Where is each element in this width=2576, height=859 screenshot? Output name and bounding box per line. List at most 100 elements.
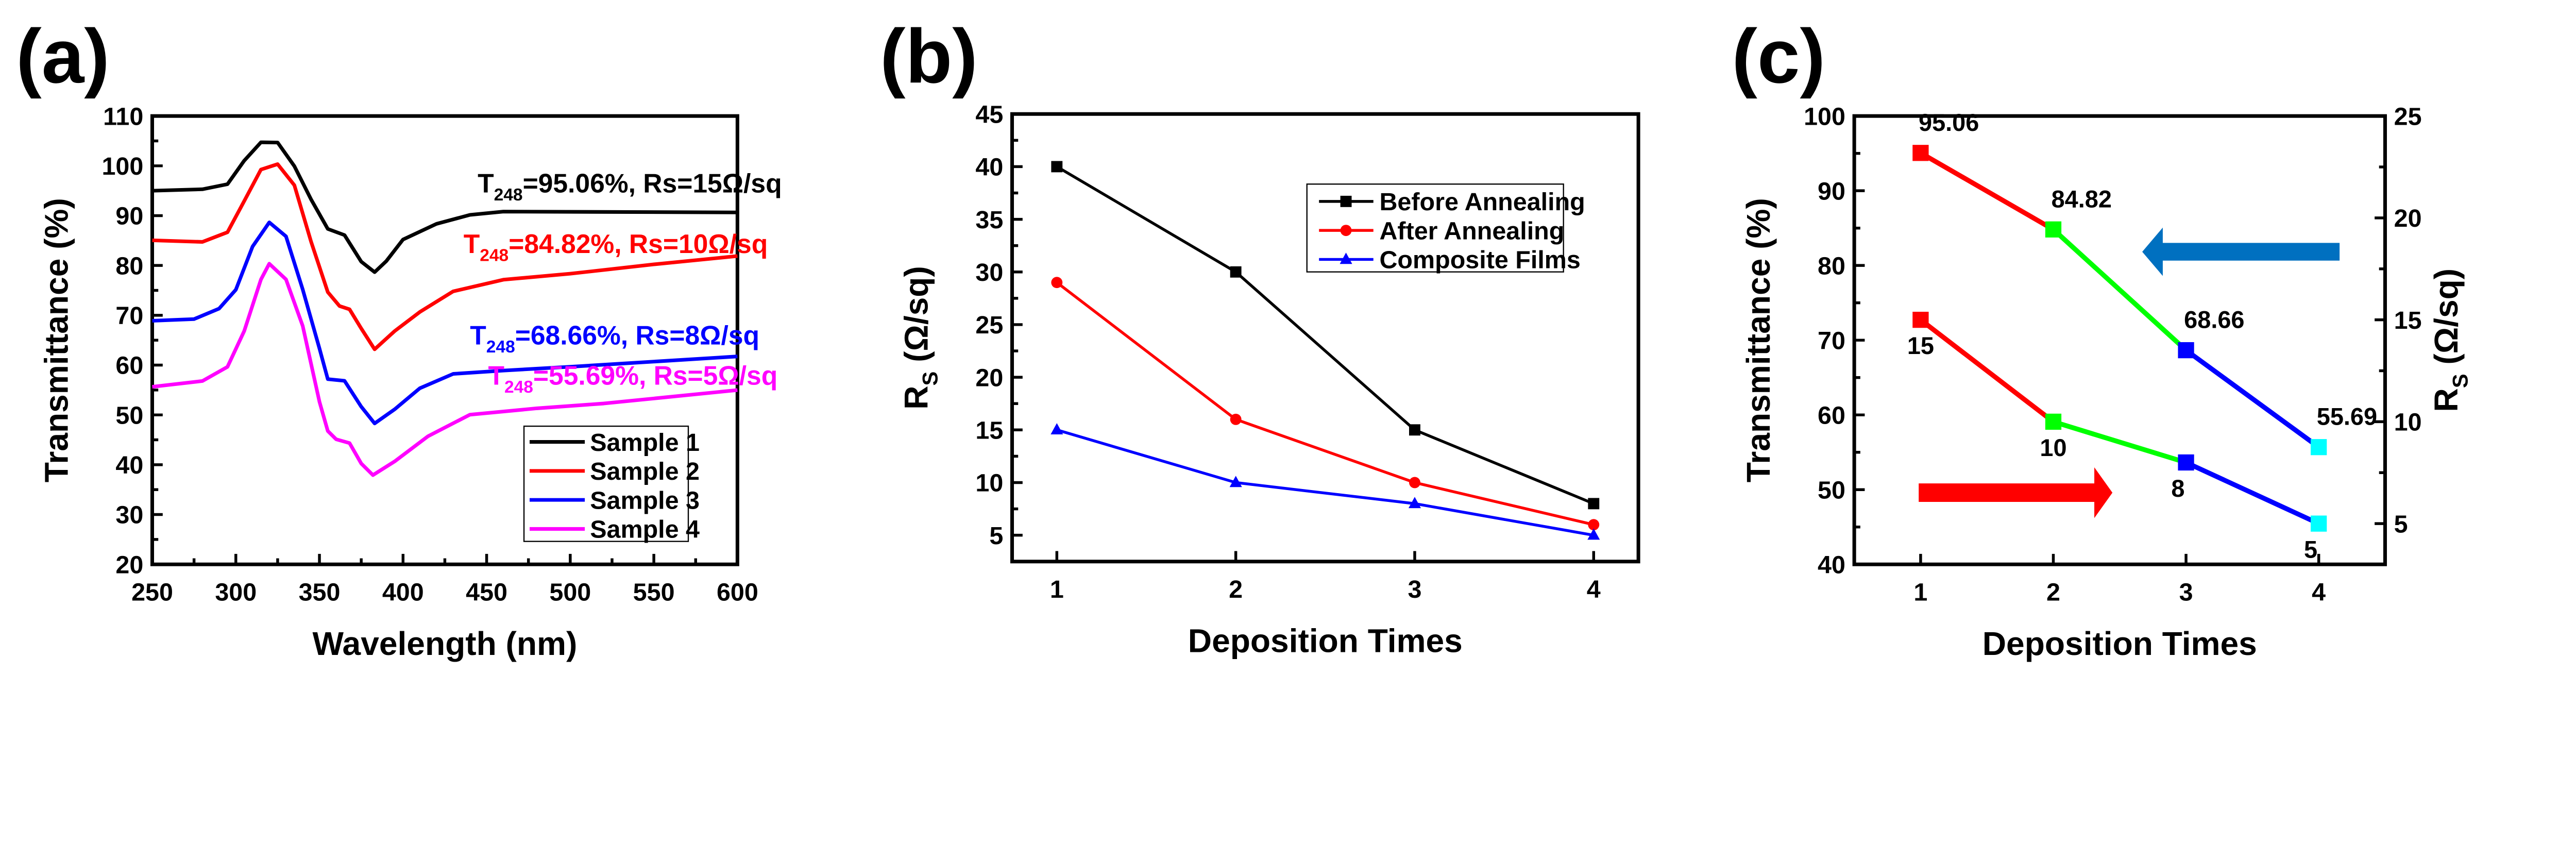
series-line-before-annealing xyxy=(1056,165,1595,505)
annotation-sample-2: T248=84.82%, Rs=10Ω/sq xyxy=(464,229,768,265)
x-tick-label: 4 xyxy=(2312,579,2326,607)
legend-box xyxy=(523,425,689,542)
data-point-circle xyxy=(1409,477,1420,489)
legend-marker-square xyxy=(1340,195,1352,207)
x-axis-title: Deposition Times xyxy=(1982,625,2257,662)
y-right-tick-label: 25 xyxy=(2394,103,2422,130)
y-tick-label: 5 xyxy=(989,522,1003,550)
data-point-circle xyxy=(1051,277,1063,289)
x-tick-label: 2 xyxy=(1229,576,1243,603)
panel-c: (c) 1 2 3 4 40 50 60 70 80 90 100 Deposition Times Tr… xyxy=(1732,14,2472,662)
data-label: 8 xyxy=(2171,475,2184,502)
y-axis-title: Transmittance (%) xyxy=(38,198,75,482)
legend-label: After Annealing xyxy=(1379,217,1564,245)
data-point-circle xyxy=(1588,519,1600,531)
x-tick-label: 1 xyxy=(1050,576,1064,603)
annotation-sample-4: T248=55.69%, Rs=5Ω/sq xyxy=(488,361,777,397)
data-point-triangle xyxy=(1408,497,1421,509)
data-point-square xyxy=(1588,498,1600,510)
legend-marker-circle xyxy=(1340,225,1352,237)
x-tick-label: 400 xyxy=(382,579,424,607)
y-tick-label: 100 xyxy=(101,153,143,180)
y-right-tick-label: 20 xyxy=(2394,205,2422,232)
series-segment xyxy=(2052,227,2188,352)
y-axis-title-sub: S xyxy=(918,372,942,386)
y-tick-label: 20 xyxy=(115,551,143,579)
series-line-sample-3 xyxy=(152,221,738,426)
y-axis-title-rest: (Ω/sq) xyxy=(897,266,935,371)
annotation-sample-2-sub: 248 xyxy=(480,246,509,265)
series-line-after-annealing xyxy=(1056,281,1594,526)
y-tick-label: 40 xyxy=(975,154,1003,181)
series-line-composite-films xyxy=(1056,428,1594,537)
x-tick-label: 1 xyxy=(1913,579,1927,607)
y-axis-title: Transmittance (%) xyxy=(1740,198,1777,482)
x-tick-label: 250 xyxy=(131,579,173,607)
annotation-sample-4-main: T xyxy=(488,361,504,391)
y-tick-label: 60 xyxy=(1818,401,1845,429)
data-label: 15 xyxy=(1907,332,1934,359)
y-right-tick-label: 5 xyxy=(2394,510,2408,538)
y-tick-label: 10 xyxy=(975,469,1003,497)
annotation-sample-3: T248=68.66%, Rs=8Ω/sq xyxy=(470,320,759,356)
arrow-right-icon xyxy=(1919,467,2113,518)
y-tick-label: 45 xyxy=(975,100,1003,128)
annotation-sample-1-sub: 248 xyxy=(494,186,523,205)
y-right-axis-title-sub: S xyxy=(2448,374,2472,388)
y-tick-label: 30 xyxy=(115,501,143,529)
series-line-sample-1 xyxy=(152,140,738,274)
x-tick-label: 500 xyxy=(549,579,591,607)
y-tick-label: 15 xyxy=(975,416,1003,444)
annotation-sample-3-main: T xyxy=(470,320,486,350)
x-tick-label: 550 xyxy=(633,579,675,607)
y-right-axis-title: RS (Ω/sq) xyxy=(2428,268,2472,412)
data-label: 68.66 xyxy=(2184,307,2244,333)
data-point-square xyxy=(2178,454,2194,471)
y-tick-label: 90 xyxy=(1818,177,1845,205)
panel-label: (c) xyxy=(1732,14,1825,99)
x-tick-label: 4 xyxy=(1587,576,1601,603)
x-tick-label: 3 xyxy=(2179,579,2193,607)
annotation-sample-4-sub: 248 xyxy=(504,378,533,397)
annotation-sample-2-rest: =84.82%, Rs=10Ω/sq xyxy=(509,229,768,259)
y-axis-title-main: R xyxy=(897,385,935,409)
legend-label: Composite Films xyxy=(1379,246,1580,274)
panel-label: (a) xyxy=(16,14,110,99)
y-tick-label: 110 xyxy=(103,103,143,130)
series-segment xyxy=(1919,317,2055,424)
x-tick-label: 2 xyxy=(2046,579,2060,607)
data-point-square xyxy=(1051,161,1063,173)
annotation-sample-1: T248=95.06%, Rs=15Ω/sq xyxy=(478,169,782,205)
y-tick-label: 60 xyxy=(115,352,143,380)
y-tick-label: 35 xyxy=(975,206,1003,234)
data-label: 84.82 xyxy=(2052,186,2112,212)
x-axis-title: Wavelength (nm) xyxy=(312,625,577,662)
data-point-square xyxy=(1912,311,1929,328)
y-tick-label: 80 xyxy=(115,252,143,280)
data-point-square xyxy=(2045,221,2062,238)
legend-label: Sample 4 xyxy=(590,516,700,544)
y-tick-label: 50 xyxy=(115,401,143,429)
annotation-sample-2-main: T xyxy=(464,229,480,259)
data-point-triangle xyxy=(1229,476,1242,487)
y-tick-label: 80 xyxy=(1818,252,1845,280)
x-tick-label: 300 xyxy=(215,579,257,607)
annotation-sample-3-sub: 248 xyxy=(486,338,515,357)
data-label: 5 xyxy=(2304,536,2317,563)
panel-label: (b) xyxy=(880,14,978,99)
y-axis-title: RS (Ω/sq) xyxy=(897,266,942,410)
data-point-circle xyxy=(1230,413,1242,425)
arrow-left-icon xyxy=(2142,227,2340,276)
x-tick-label: 3 xyxy=(1408,576,1421,603)
series-segment xyxy=(2053,419,2187,465)
legend-label: Sample 3 xyxy=(590,486,700,514)
data-point-square xyxy=(2311,439,2327,456)
legend-marker-triangle xyxy=(1340,252,1352,264)
annotation-sample-1-main: T xyxy=(478,169,494,198)
y-tick-label: 40 xyxy=(1818,551,1845,579)
data-point-square xyxy=(2311,515,2327,532)
series-line-sample-2 xyxy=(152,162,738,351)
panel-a: (a) 250 300 350 400 450 500 550 600 20 30 40 50 60 70 8… xyxy=(16,14,782,662)
y-tick-label: 70 xyxy=(1818,327,1845,355)
